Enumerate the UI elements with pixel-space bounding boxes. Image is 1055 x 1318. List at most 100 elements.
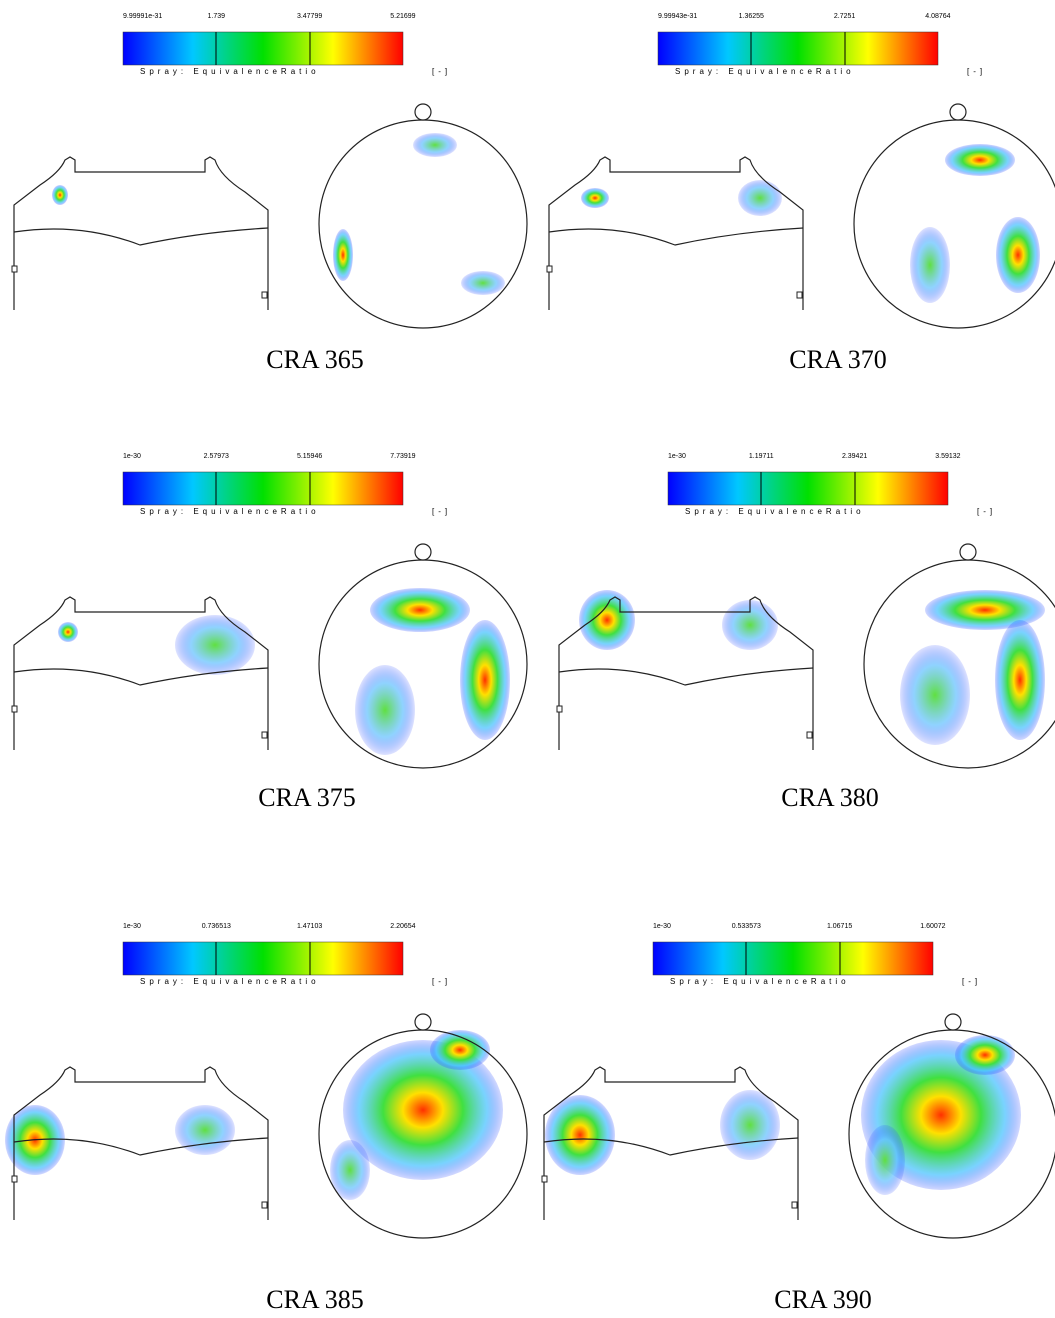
caption: CRA 375	[258, 783, 356, 812]
colorbar-tick-label: 5.21699	[390, 13, 415, 20]
valve-mark	[797, 292, 802, 298]
colorbar	[123, 472, 403, 505]
colorbar-label: Spray: EquivalenceRatio	[140, 67, 320, 76]
colorbar	[658, 32, 938, 65]
valve-mark	[792, 1202, 797, 1208]
colorbar-tick-label: 2.7251	[834, 13, 856, 20]
injector	[415, 544, 431, 560]
contour	[995, 620, 1045, 740]
caption: CRA 385	[266, 1285, 364, 1314]
colorbar-unit: [-]	[432, 67, 451, 76]
colorbar-unit: [-]	[432, 977, 451, 986]
colorbar-label: Spray: EquivalenceRatio	[140, 507, 320, 516]
colorbar-tick-label: 1.36255	[739, 13, 764, 20]
colorbar-label: Spray: EquivalenceRatio	[670, 977, 850, 986]
injector	[415, 104, 431, 120]
panel: 9.99991e-31 1.739 3.47799 5.21699 Spray: Equ…	[12, 13, 527, 328]
caption: CRA 390	[774, 1285, 872, 1314]
colorbar	[653, 942, 933, 975]
contour	[900, 645, 970, 745]
contour	[461, 271, 505, 295]
panel: 1e-30 0.533573 1.06715 1.60072 Spray: Equiva…	[542, 923, 1055, 1238]
colorbar-tick-label: 2.20654	[390, 923, 415, 930]
valve-mark	[12, 706, 17, 712]
contour	[996, 217, 1040, 293]
colorbar-tick-label: 1.60072	[920, 923, 945, 930]
colorbar-tick-label: 7.73919	[390, 453, 415, 460]
contour	[58, 622, 78, 642]
colorbar-unit: [-]	[967, 67, 986, 76]
contour	[720, 1090, 780, 1160]
panel: 1e-30 1.19711 2.39421 3.59132 Spray: Equival…	[557, 453, 1055, 768]
colorbar-tick-label: 1.19711	[749, 453, 774, 460]
contour	[910, 227, 950, 303]
contour	[52, 185, 68, 205]
contour	[865, 1125, 905, 1195]
caption: CRA 365	[266, 345, 364, 374]
panel: 9.99943e-31 1.36255 2.7251 4.08764 Spray: Eq…	[547, 13, 1055, 328]
injector	[960, 544, 976, 560]
colorbar-tick-label: 1e-30	[668, 453, 686, 460]
contour	[430, 1030, 490, 1070]
contour	[738, 180, 782, 216]
piston	[14, 228, 268, 245]
colorbar	[668, 472, 948, 505]
valve-mark	[12, 266, 17, 272]
colorbar-unit: [-]	[432, 507, 451, 516]
contour	[175, 1105, 235, 1155]
caption: CRA 370	[789, 345, 887, 374]
colorbar-tick-label: 1.47103	[297, 923, 322, 930]
colorbar-unit: [-]	[962, 977, 981, 986]
contour	[413, 133, 457, 157]
colorbar-tick-label: 9.99943e-31	[658, 13, 697, 20]
contour	[355, 665, 415, 755]
colorbar-tick-label: 2.57973	[204, 453, 229, 460]
valve-mark	[807, 732, 812, 738]
panel: 1e-30 0.736513 1.47103 2.20654 Spray: Equiva…	[5, 923, 527, 1238]
valve-mark	[262, 292, 267, 298]
valve-mark	[12, 1176, 17, 1182]
colorbar-tick-label: 5.15946	[297, 453, 322, 460]
colorbar-label: Spray: EquivalenceRatio	[675, 67, 855, 76]
injector	[415, 1014, 431, 1030]
valve-mark	[262, 732, 267, 738]
figure: 9.99991e-31 1.739 3.47799 5.21699 Spray: Equ…	[0, 0, 1055, 1318]
colorbar-tick-label: 1e-30	[123, 923, 141, 930]
colorbar-tick-label: 4.08764	[925, 13, 950, 20]
colorbar-tick-label: 1.739	[208, 13, 226, 20]
piston	[14, 668, 268, 685]
panel: 1e-30 2.57973 5.15946 7.73919 Spray: Equival…	[12, 453, 527, 768]
colorbar-tick-label: 1e-30	[653, 923, 671, 930]
valve-mark	[547, 266, 552, 272]
colorbar-tick-label: 2.39421	[842, 453, 867, 460]
injector	[950, 104, 966, 120]
colorbar-label: Spray: EquivalenceRatio	[140, 977, 320, 986]
colorbar-tick-label: 3.47799	[297, 13, 322, 20]
piston	[559, 668, 813, 685]
piston	[549, 228, 803, 245]
colorbar-tick-label: 1.06715	[827, 923, 852, 930]
colorbar-tick-label: 3.59132	[935, 453, 960, 460]
section-outline	[14, 157, 268, 310]
colorbar-tick-label: 9.99991e-31	[123, 13, 162, 20]
contour	[460, 620, 510, 740]
contour	[945, 144, 1015, 176]
colorbar-tick-label: 0.736513	[202, 923, 231, 930]
colorbar	[123, 942, 403, 975]
colorbar	[123, 32, 403, 65]
valve-mark	[557, 706, 562, 712]
colorbar-tick-label: 1e-30	[123, 453, 141, 460]
valve-mark	[262, 1202, 267, 1208]
contour	[333, 229, 353, 281]
contour	[175, 615, 255, 675]
colorbar-tick-label: 0.533573	[732, 923, 761, 930]
caption: CRA 380	[781, 783, 879, 812]
colorbar-unit: [-]	[977, 507, 996, 516]
valve-mark	[542, 1176, 547, 1182]
colorbar-label: Spray: EquivalenceRatio	[685, 507, 865, 516]
contour	[370, 588, 470, 632]
contour	[581, 188, 609, 208]
injector	[945, 1014, 961, 1030]
contour	[955, 1035, 1015, 1075]
contour	[545, 1095, 615, 1175]
